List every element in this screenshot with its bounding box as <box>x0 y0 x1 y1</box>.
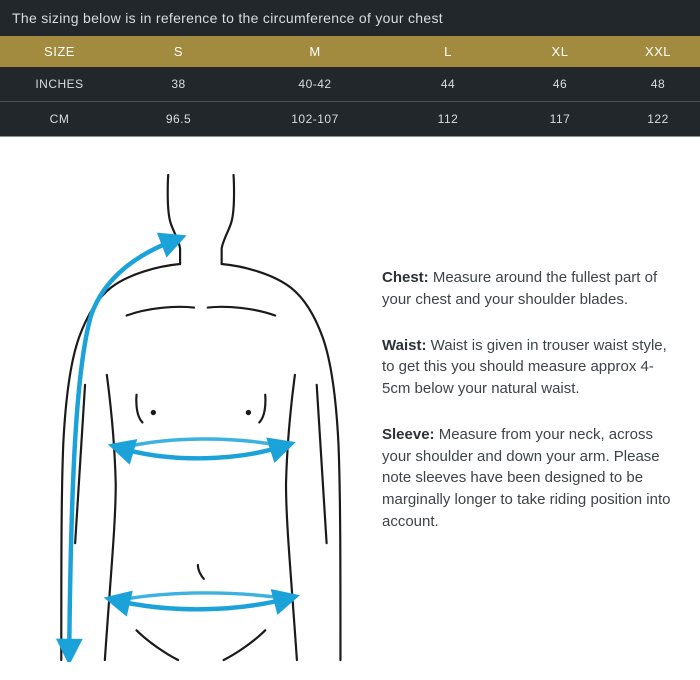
table-cell: 102-107 <box>238 102 392 137</box>
table-header-cell: L <box>392 36 504 67</box>
instruction-sleeve: Sleeve: Measure from your neck, across y… <box>382 424 682 533</box>
table-cell: 122 <box>616 102 700 137</box>
table-row: CM 96.5 102-107 112 117 122 <box>0 102 700 137</box>
table-cell: 112 <box>392 102 504 137</box>
table-header-cell: XXL <box>616 36 700 67</box>
table-header-cell: M <box>238 36 392 67</box>
table-header-cell: S <box>119 36 238 67</box>
header-note: The sizing below is in reference to the … <box>0 0 700 36</box>
instruction-label: Sleeve: <box>382 426 435 443</box>
instruction-label: Waist: <box>382 337 426 354</box>
table-cell: INCHES <box>0 67 119 102</box>
table-cell: 46 <box>504 67 616 102</box>
table-cell: CM <box>0 102 119 137</box>
table-cell: 44 <box>392 67 504 102</box>
instruction-label: Chest: <box>382 269 429 286</box>
size-table: SIZE S M L XL XXL INCHES 38 40-42 44 46 … <box>0 36 700 137</box>
instruction-chest: Chest: Measure around the fullest part o… <box>382 267 682 311</box>
table-cell: 40-42 <box>238 67 392 102</box>
table-row: INCHES 38 40-42 44 46 48 <box>0 67 700 102</box>
table-header-row: SIZE S M L XL XXL <box>0 36 700 67</box>
table-header-cell: SIZE <box>0 36 119 67</box>
instructions: Chest: Measure around the fullest part o… <box>382 167 682 662</box>
chest-arrow <box>121 446 283 458</box>
table-header-cell: XL <box>504 36 616 67</box>
table-cell: 38 <box>119 67 238 102</box>
table-cell: 96.5 <box>119 102 238 137</box>
body-diagram <box>18 167 358 662</box>
table-cell: 117 <box>504 102 616 137</box>
instruction-waist: Waist: Waist is given in trouser waist s… <box>382 335 682 400</box>
table-cell: 48 <box>616 67 700 102</box>
content-area: Chest: Measure around the fullest part o… <box>0 137 700 680</box>
waist-arrow <box>117 599 287 610</box>
